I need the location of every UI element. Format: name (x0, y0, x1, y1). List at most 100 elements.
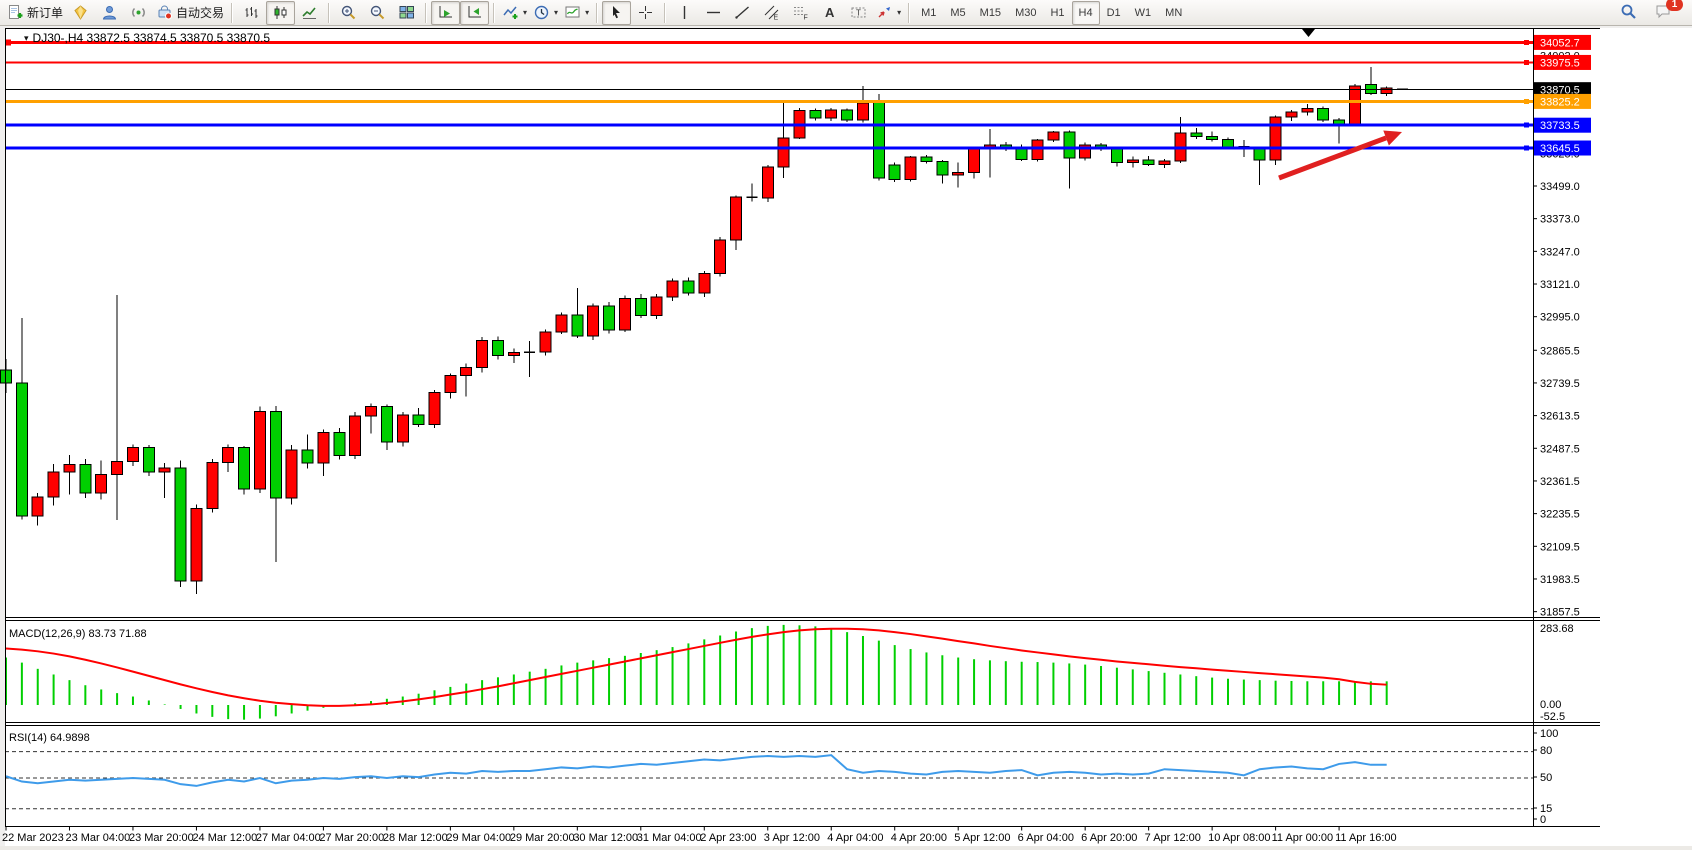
templates-button[interactable]: ▾ (561, 1, 592, 25)
equidistant-channel-tool-button[interactable]: E (757, 1, 786, 25)
macd-panel: MACD(12,26,9) 83.73 71.88 (5, 624, 1388, 720)
vertical-line-tool-button[interactable] (670, 1, 699, 25)
svg-text:22 Mar 2023: 22 Mar 2023 (2, 832, 64, 844)
zoom-out-button[interactable] (363, 1, 392, 25)
chart-title-bar[interactable]: ▾ DJ30-,H4 33872.5 33874.5 33870.5 33870… (24, 31, 270, 45)
rsi-panel: RSI(14) 64.9898 (5, 732, 1533, 810)
toolbar-separator (664, 2, 667, 23)
toolbar-separator (425, 2, 428, 23)
channel-icon: E (763, 4, 780, 21)
svg-text:31983.5: 31983.5 (1540, 574, 1580, 586)
svg-text:33373.0: 33373.0 (1540, 214, 1580, 226)
indicators-icon (502, 4, 519, 21)
svg-text:32235.5: 32235.5 (1540, 509, 1580, 521)
svg-text:6 Apr 20:00: 6 Apr 20:00 (1081, 832, 1137, 844)
svg-text:27 Mar 20:00: 27 Mar 20:00 (319, 832, 384, 844)
svg-text:F: F (804, 15, 808, 22)
tile-windows-button[interactable] (392, 1, 421, 25)
timeframe-m30-button[interactable]: M30 (1015, 6, 1037, 19)
text-tool-button[interactable]: A (815, 1, 844, 25)
signals-button[interactable] (124, 1, 153, 25)
svg-text:T: T (856, 9, 861, 18)
chart-frame (5, 28, 1600, 827)
svg-text:32865.5: 32865.5 (1540, 345, 1580, 357)
timeframe-m15-button[interactable]: M15 (979, 6, 1002, 19)
svg-text:283.68: 283.68 (1540, 623, 1574, 635)
crosshair-tool-button[interactable] (631, 1, 660, 25)
svg-text:30 Mar 12:00: 30 Mar 12:00 (573, 832, 638, 844)
toolbar-separator (231, 2, 234, 23)
chat-button[interactable]: 1 (1649, 0, 1683, 25)
line-chart-icon (301, 4, 318, 21)
chart-title: DJ30-,H4 33872.5 33874.5 33870.5 33870.5 (32, 31, 271, 45)
svg-text:34052.7: 34052.7 (1540, 37, 1580, 49)
market-gem-button[interactable] (66, 1, 95, 25)
arrows-tool-button[interactable]: ▾ (873, 1, 904, 25)
profile-icon (101, 4, 118, 21)
price-axis: 34002.033625.033499.033373.033247.033121… (1533, 51, 1580, 826)
svg-text:29 Mar 04:00: 29 Mar 04:00 (446, 832, 511, 844)
svg-text:11 Apr 16:00: 11 Apr 16:00 (1335, 832, 1397, 844)
svg-text:33121.0: 33121.0 (1540, 279, 1580, 291)
level-lines (5, 39, 1533, 151)
new-order-label: 新订单 (27, 6, 64, 20)
svg-text:E: E (774, 15, 779, 22)
trendline-icon (734, 4, 751, 21)
svg-text:33870.5: 33870.5 (1540, 85, 1580, 97)
hline-icon (705, 4, 722, 21)
svg-text:32109.5: 32109.5 (1540, 541, 1580, 553)
candles-layer (0, 66, 1409, 594)
candlestick-mode-button[interactable] (266, 0, 296, 25)
svg-text:29 Mar 20:00: 29 Mar 20:00 (510, 832, 575, 844)
trendline-tool-button[interactable] (728, 1, 757, 25)
trend-arrow-annotation (1278, 130, 1402, 181)
horizontal-line-tool-button[interactable] (699, 1, 728, 25)
zoom-in-icon (340, 4, 357, 21)
svg-text:0.00: 0.00 (1540, 699, 1561, 711)
new-order-button[interactable]: 新订单 (4, 1, 66, 25)
fibonacci-tool-button[interactable]: F (786, 1, 815, 25)
indicators-list-button[interactable]: ▾ (499, 1, 530, 25)
periods-button[interactable]: ▾ (530, 1, 561, 25)
timeframe-w1-button[interactable]: W1 (1134, 6, 1152, 19)
new-order-icon (7, 4, 24, 21)
zoom-out-icon (369, 4, 386, 21)
vline-icon (676, 4, 693, 21)
zoom-in-button[interactable] (334, 1, 363, 25)
svg-text:33825.2: 33825.2 (1540, 96, 1580, 108)
svg-text:4 Apr 04:00: 4 Apr 04:00 (827, 832, 883, 844)
timeframe-h1-button[interactable]: H1 (1050, 6, 1065, 19)
chevron-down-icon: ▾ (554, 8, 559, 17)
svg-text:33733.5: 33733.5 (1540, 120, 1580, 132)
timeframe-d1-button[interactable]: D1 (1106, 6, 1121, 19)
fibonacci-icon: F (792, 4, 809, 21)
timeframe-h4-button[interactable]: H4 (1071, 0, 1100, 25)
timeframe-mn-button[interactable]: MN (1165, 6, 1183, 19)
bar-chart-mode-button[interactable] (237, 1, 266, 25)
auto-scroll-button[interactable] (431, 0, 461, 25)
auto-scroll-icon (437, 4, 454, 21)
auto-trading-button[interactable]: 自动交易 (153, 1, 227, 25)
svg-text:RSI(14) 64.9898: RSI(14) 64.9898 (9, 732, 90, 744)
text-label-tool-button[interactable]: T (844, 1, 873, 25)
svg-text:3 Apr 12:00: 3 Apr 12:00 (764, 832, 820, 844)
chart-shift-icon (466, 4, 483, 21)
chart-shift-button[interactable] (460, 0, 490, 25)
community-button[interactable] (95, 1, 124, 25)
cursor-icon (608, 4, 625, 21)
chevron-down-icon: ▾ (585, 8, 590, 17)
svg-text:33247.0: 33247.0 (1540, 246, 1580, 258)
cursor-tool-button[interactable] (602, 0, 632, 25)
search-button[interactable] (1614, 1, 1643, 25)
gem-icon (72, 4, 89, 21)
timeframe-m5-button[interactable]: M5 (950, 6, 966, 19)
line-chart-mode-button[interactable] (295, 1, 324, 25)
svg-text:32739.5: 32739.5 (1540, 378, 1580, 390)
timeframe-m1-button[interactable]: M1 (921, 6, 937, 19)
chart-shift-marker (1302, 29, 1315, 37)
notification-badge[interactable]: 1 (1666, 0, 1683, 11)
template-icon (564, 4, 581, 21)
